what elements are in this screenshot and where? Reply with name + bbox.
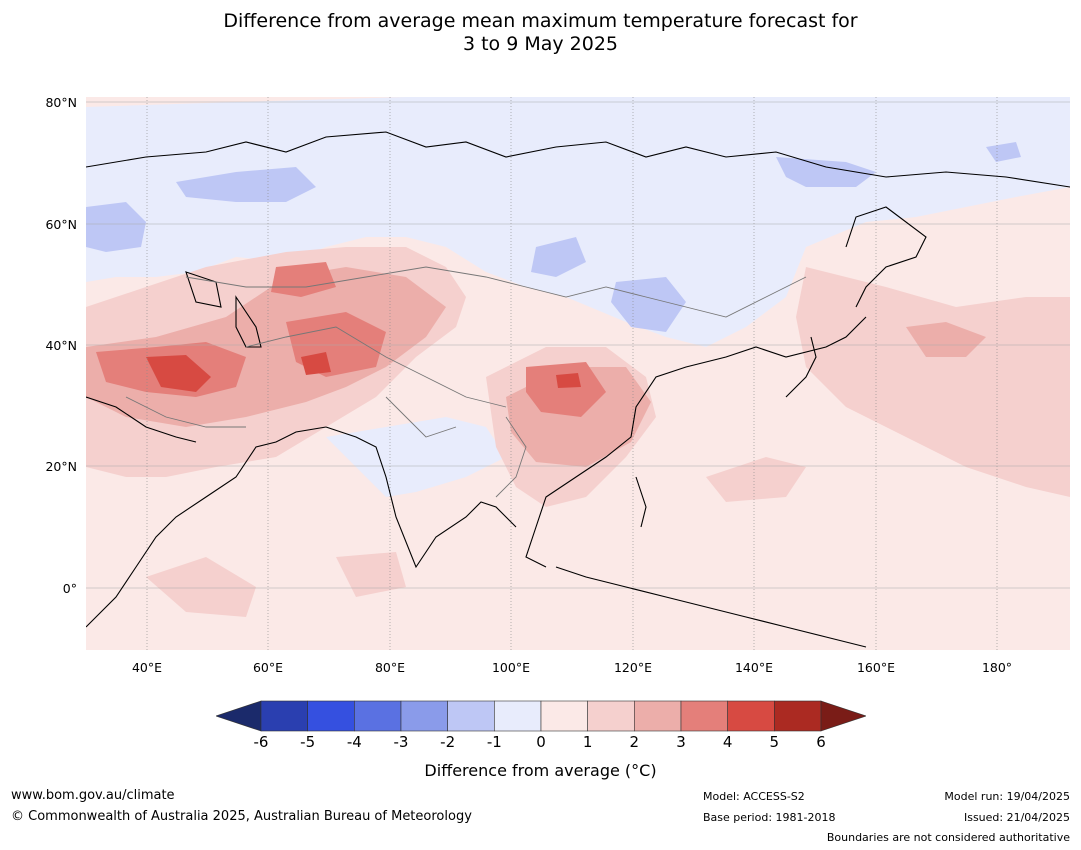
model-name: Model: ACCESS-S2	[703, 790, 805, 803]
title-line-1: Difference from average mean maximum tem…	[223, 10, 858, 32]
title-line-2: 3 to 9 May 2025	[462, 33, 619, 55]
colorbar-cell	[680, 700, 728, 732]
colorbar	[216, 700, 866, 732]
colorbar-cell	[400, 700, 448, 732]
anomaly-4-5-region	[556, 373, 581, 388]
colorbar-tick-label: 0	[536, 733, 546, 751]
anomaly-1-2-region	[706, 457, 806, 502]
anomaly-blue-patch	[611, 277, 686, 332]
colorbar-cell	[494, 700, 542, 732]
forecast-map	[86, 97, 1070, 650]
website-link[interactable]: www.bom.gov.au/climate	[11, 788, 175, 803]
colorbar-tick-label: -4	[346, 733, 362, 751]
lon-label-40e: 40°E	[131, 660, 163, 675]
latitude-lines	[86, 101, 1070, 589]
colorbar-tick-label: -5	[300, 733, 316, 751]
colorbar-tick-label: 1	[582, 733, 593, 751]
anomaly-1-2-region	[336, 552, 406, 597]
colorbar-cell	[540, 700, 588, 732]
lon-label-100e: 100°E	[491, 660, 530, 675]
colorbar-label: Difference from average (°C)	[424, 761, 657, 780]
anomaly-blue-patch	[176, 167, 316, 202]
anomaly-4-5-region	[301, 352, 331, 375]
anomaly-2-3-region	[906, 322, 986, 357]
graticule	[146, 97, 998, 650]
colorbar-cell	[260, 700, 308, 732]
anomaly-1-2-region	[146, 557, 256, 617]
anomaly-neg-region-india	[326, 417, 506, 497]
colorbar-tick-label: -3	[393, 733, 409, 751]
colorbar-tick-label: 5	[769, 733, 780, 751]
anomaly-3-4-region	[271, 262, 336, 297]
lon-label-120e: 120°E	[613, 660, 652, 675]
country-boundaries	[125, 266, 807, 498]
lon-label-140e: 140°E	[734, 660, 773, 675]
anomaly-blue-patch	[531, 237, 586, 277]
colorbar-tick-label: 3	[676, 733, 686, 751]
lat-label-0: 0°	[62, 581, 77, 596]
colorbar-cell	[354, 700, 402, 732]
colorbar-tick-label: -6	[253, 733, 269, 751]
anomaly-1-2-region	[796, 267, 1070, 497]
colorbar-tick-label: 6	[816, 733, 826, 751]
base-period: Base period: 1981-2018	[703, 811, 836, 824]
colorbar-cell	[307, 700, 355, 732]
colorbar-cell	[447, 700, 495, 732]
map-svg	[86, 97, 1070, 650]
anomaly-3-4-region	[526, 362, 606, 417]
colorbar-extend-high	[820, 700, 866, 732]
anomaly-neg-region-north	[86, 97, 1070, 347]
lat-label-20n: 20°N	[45, 459, 77, 474]
colorbar-tick-label: -1	[486, 733, 502, 751]
colorbar-cell	[587, 700, 635, 732]
anomaly-4-5-region	[146, 355, 211, 392]
anomaly-blue-patch	[776, 157, 876, 187]
anomaly-blue-patch	[86, 202, 146, 252]
issued-date: Issued: 21/04/2025	[963, 811, 1070, 824]
anomaly-blue-patch	[986, 142, 1021, 162]
lon-label-80e: 80°E	[374, 660, 406, 675]
colorbar-cell	[774, 700, 822, 732]
colorbar-tick-label: -2	[440, 733, 456, 751]
copyright-text: © Commonwealth of Australia 2025, Austra…	[11, 809, 472, 824]
map-title: Difference from average mean maximum tem…	[0, 10, 1081, 56]
colorbar-cell	[634, 700, 682, 732]
colorbar-tick-label: 4	[722, 733, 733, 751]
colorbar-extend-low	[216, 700, 262, 732]
colorbar-tick-label: 2	[629, 733, 640, 751]
lon-label-60e: 60°E	[252, 660, 284, 675]
model-run-date: Model run: 19/04/2025	[944, 790, 1070, 803]
lat-label-40n: 40°N	[45, 338, 77, 353]
boundary-disclaimer: Boundaries are not considered authoritat…	[826, 831, 1070, 844]
coastlines	[86, 131, 1070, 648]
lon-label-160e: 160°E	[856, 660, 895, 675]
lon-label-180: 180°	[981, 660, 1013, 675]
lat-label-80n: 80°N	[45, 95, 77, 110]
colorbar-cell	[727, 700, 775, 732]
lat-label-60n: 60°N	[45, 217, 77, 232]
